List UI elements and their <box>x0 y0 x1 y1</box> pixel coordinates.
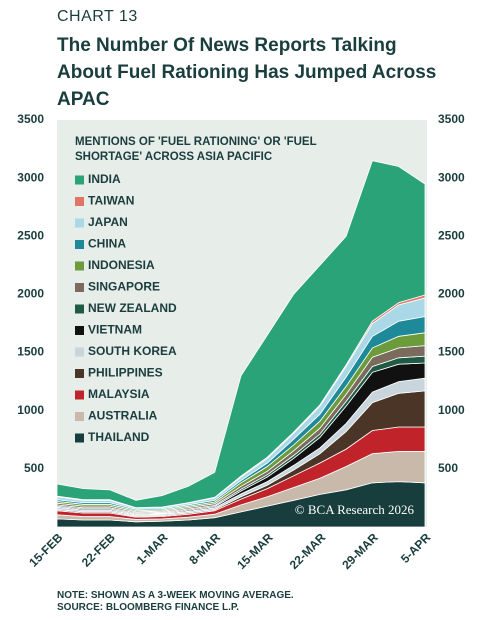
legend-label: THAILAND <box>88 430 150 444</box>
y2-tick-label: 2000 <box>438 287 465 301</box>
legend-swatch <box>75 412 84 421</box>
y-tick-label: 2000 <box>17 287 44 301</box>
x-tick-label: 15-MAR <box>234 530 276 572</box>
y-tick-label: 1000 <box>17 403 44 417</box>
legend-label: MALAYSIA <box>88 387 150 401</box>
legend-swatch <box>75 369 84 378</box>
legend-label: SOUTH KOREA <box>88 344 177 358</box>
legend-swatch <box>75 218 84 228</box>
legend-label: VIETNAM <box>88 323 142 337</box>
y-tick-label: 2500 <box>17 228 44 242</box>
x-tick-label: 22-MAR <box>287 530 329 572</box>
legend-swatch <box>75 347 84 357</box>
legend-label: SINGAPORE <box>88 280 160 294</box>
x-tick-label: 5-APR <box>398 530 434 566</box>
legend-label: PHILIPPINES <box>88 366 163 380</box>
legend-label: JAPAN <box>88 215 128 229</box>
x-tick-label: 8-MAR <box>186 530 223 567</box>
legend-label: NEW ZEALAND <box>88 301 177 315</box>
legend-swatch <box>75 304 84 314</box>
legend-swatch <box>75 390 84 400</box>
x-tick-label: 1-MAR <box>134 530 171 567</box>
note: NOTE: SHOWN AS A 3-WEEK MOVING AVERAGE. <box>57 590 294 601</box>
legend-label: CHINA <box>88 237 126 251</box>
x-tick-label: 22-FEB <box>79 530 118 569</box>
legend-label: AUSTRALIA <box>88 409 158 423</box>
legend-swatch <box>75 261 84 271</box>
legend-swatch <box>75 240 84 249</box>
legend-label: INDIA <box>88 172 121 186</box>
legend-swatch <box>75 175 84 185</box>
x-tick-label: 15-FEB <box>26 530 65 569</box>
legend-swatch <box>75 197 84 206</box>
chart-kicker: CHART 13 <box>57 8 138 25</box>
y2-tick-label: 3500 <box>438 112 465 126</box>
y-tick-label: 3500 <box>17 112 44 126</box>
y2-tick-label: 1000 <box>438 403 465 417</box>
legend-title: MENTIONS OF 'FUEL RATIONING' OR 'FUEL SH… <box>75 136 317 163</box>
y-tick-label: 3000 <box>17 170 44 184</box>
legend-swatch <box>75 433 84 443</box>
x-tick-label: 29-MAR <box>339 530 381 572</box>
legend-swatch <box>75 283 84 292</box>
areas <box>56 160 426 528</box>
legend-swatch <box>75 326 84 335</box>
legend-label: TAIWAN <box>88 194 134 208</box>
y2-tick-label: 3000 <box>438 170 465 184</box>
y-tick-label: 500 <box>24 461 44 475</box>
y-tick-label: 1500 <box>17 345 44 359</box>
notes: NOTE: SHOWN AS A 3-WEEK MOVING AVERAGE. … <box>57 590 294 614</box>
watermark: © BCA Research 2026 <box>295 502 415 517</box>
legend-label: INDONESIA <box>88 258 155 272</box>
legend: INDIA TAIWAN JAPAN CHINA INDONESIA SINGAPORE N… <box>75 172 177 444</box>
y2-tick-label: 2500 <box>438 228 465 242</box>
y2-tick-label: 1500 <box>438 345 465 359</box>
area <box>56 160 426 509</box>
chart-title: The Number Of News Reports Talking About… <box>57 35 437 110</box>
source: SOURCE: BLOOMBERG FINANCE L.P. <box>57 602 240 613</box>
y2-tick-label: 500 <box>438 461 458 475</box>
